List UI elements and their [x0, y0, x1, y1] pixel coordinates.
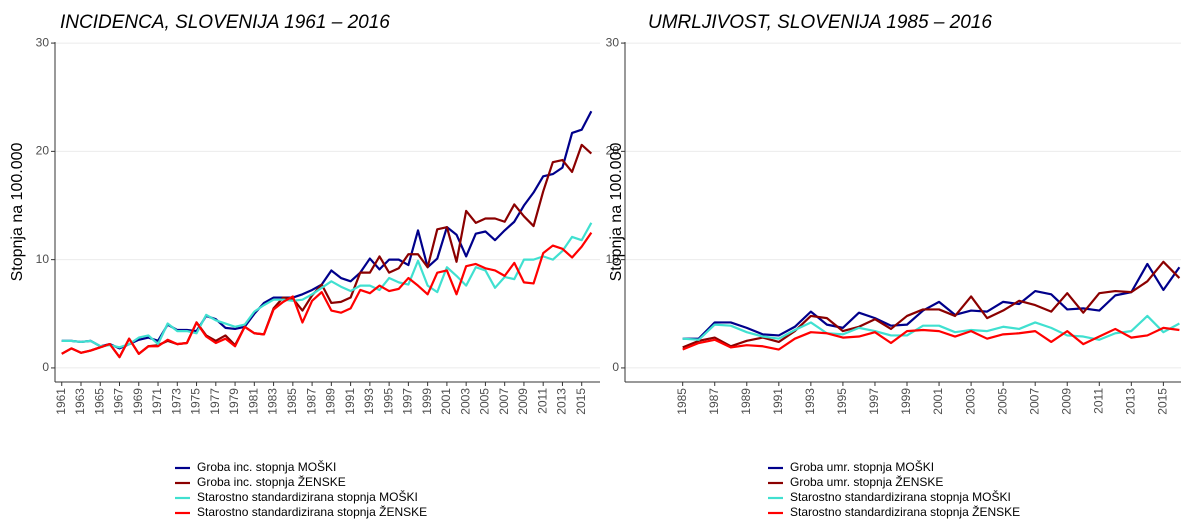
legend-label: Starostno standardizirana stopnja MOŠKI: [790, 489, 1011, 504]
x-tick-label: 1993: [803, 388, 817, 415]
x-tick-label: 1961: [54, 388, 68, 415]
x-tick-label: 2011: [535, 388, 549, 414]
y-tick-label: 20: [36, 144, 50, 158]
x-tick-label: 1991: [343, 388, 357, 415]
series-line: [682, 260, 1181, 349]
y-tick-label: 0: [612, 360, 619, 374]
x-tick-label: 2009: [1059, 388, 1073, 415]
x-tick-label: 1999: [899, 388, 913, 415]
x-tick-label: 1987: [707, 388, 721, 415]
x-tick-label: 2005: [478, 388, 492, 415]
x-tick-label: 2003: [458, 388, 472, 415]
x-tick-label: 1973: [169, 388, 183, 415]
legend-label: Starostno standardizirana stopnja ŽENSKE: [790, 504, 1020, 519]
x-tick-label: 1995: [835, 388, 849, 415]
chart-title: UMRLJIVOST, SLOVENIJA 1985 – 2016: [648, 12, 992, 33]
x-tick-label: 1979: [227, 388, 241, 415]
x-tick-label: 1997: [401, 388, 415, 415]
x-tick-label: 1989: [324, 388, 338, 415]
x-tick-label: 2001: [439, 388, 453, 415]
series-line: [61, 222, 593, 349]
legend-label: Groba inc. stopnja ŽENSKE: [197, 474, 346, 489]
x-tick-label: 1991: [771, 388, 785, 415]
x-tick-label: 1987: [304, 388, 318, 415]
x-tick-label: 1975: [189, 388, 203, 415]
x-tick-label: 2013: [555, 388, 569, 415]
x-tick-label: 2013: [1124, 388, 1138, 415]
x-tick-label: 1995: [381, 388, 395, 415]
x-tick-label: 2003: [963, 388, 977, 415]
y-tick-label: 10: [606, 252, 620, 266]
x-tick-label: 1965: [92, 388, 106, 415]
legend-label: Groba inc. stopnja MOŠKI: [197, 459, 336, 474]
x-tick-label: 1997: [867, 388, 881, 415]
y-tick-label: 30: [606, 35, 620, 49]
x-tick-label: 1993: [362, 388, 376, 415]
legend-label: Starostno standardizirana stopnja MOŠKI: [197, 489, 418, 504]
legend-label: Starostno standardizirana stopnja ŽENSKE: [197, 504, 427, 519]
x-tick-label: 2001: [931, 388, 945, 415]
series-line: [682, 314, 1180, 341]
x-tick-label: 1999: [420, 388, 434, 415]
x-tick-label: 2007: [1027, 388, 1041, 415]
legend-label: Groba umr. stopnja MOŠKI: [790, 459, 934, 474]
y-tick-label: 10: [36, 252, 50, 266]
x-tick-label: 1989: [739, 388, 753, 415]
x-tick-label: 2009: [516, 388, 530, 415]
x-tick-label: 1983: [266, 388, 280, 415]
x-tick-label: 2015: [1156, 388, 1170, 415]
legend-label: Groba umr. stopnja ŽENSKE: [790, 474, 943, 489]
x-tick-label: 1963: [73, 388, 87, 415]
series-line: [61, 143, 593, 359]
series-line: [682, 326, 1180, 351]
x-tick-label: 1985: [675, 388, 689, 415]
y-axis-label: Stopnja na 100.000: [9, 143, 26, 282]
x-tick-label: 1969: [131, 388, 145, 415]
x-tick-label: 2011: [1091, 388, 1105, 414]
y-tick-label: 20: [606, 144, 620, 158]
series-line: [61, 110, 593, 350]
y-tick-label: 0: [42, 360, 49, 374]
series-line: [682, 262, 1181, 340]
series-line: [61, 231, 593, 359]
x-tick-label: 1981: [246, 388, 260, 415]
chart-title: INCIDENCA, SLOVENIJA 1961 – 2016: [60, 12, 390, 33]
x-tick-label: 1967: [112, 388, 126, 415]
x-tick-label: 2007: [497, 388, 511, 415]
x-tick-label: 2005: [995, 388, 1009, 415]
y-tick-label: 30: [36, 35, 50, 49]
x-tick-label: 1985: [285, 388, 299, 415]
x-tick-label: 2015: [574, 388, 588, 415]
x-tick-label: 1977: [208, 388, 222, 415]
y-axis-label: Stopnja na 100.000: [608, 143, 625, 282]
x-tick-label: 1971: [150, 388, 164, 415]
